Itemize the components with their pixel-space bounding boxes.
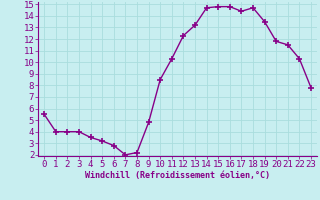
X-axis label: Windchill (Refroidissement éolien,°C): Windchill (Refroidissement éolien,°C) [85,171,270,180]
